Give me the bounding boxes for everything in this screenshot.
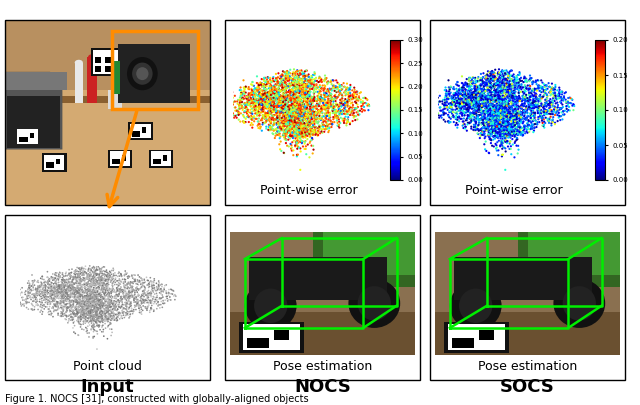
Bar <box>5 20 210 205</box>
Text: Point cloud: Point cloud <box>73 360 142 373</box>
Bar <box>5 215 210 380</box>
Text: SOCS: SOCS <box>500 378 555 396</box>
Bar <box>225 20 420 205</box>
Text: Point-wise error: Point-wise error <box>260 185 357 198</box>
Text: Figure 1. NOCS [31], constructed with globally-aligned objects: Figure 1. NOCS [31], constructed with gl… <box>5 394 308 404</box>
Text: Pose estimation: Pose estimation <box>478 360 577 373</box>
Text: Pose estimation: Pose estimation <box>273 360 372 373</box>
Text: Point-wise error: Point-wise error <box>465 185 563 198</box>
Bar <box>225 215 420 380</box>
Text: Input: Input <box>81 378 134 396</box>
Bar <box>430 215 625 380</box>
Bar <box>430 20 625 205</box>
Text: NOCS: NOCS <box>294 378 351 396</box>
